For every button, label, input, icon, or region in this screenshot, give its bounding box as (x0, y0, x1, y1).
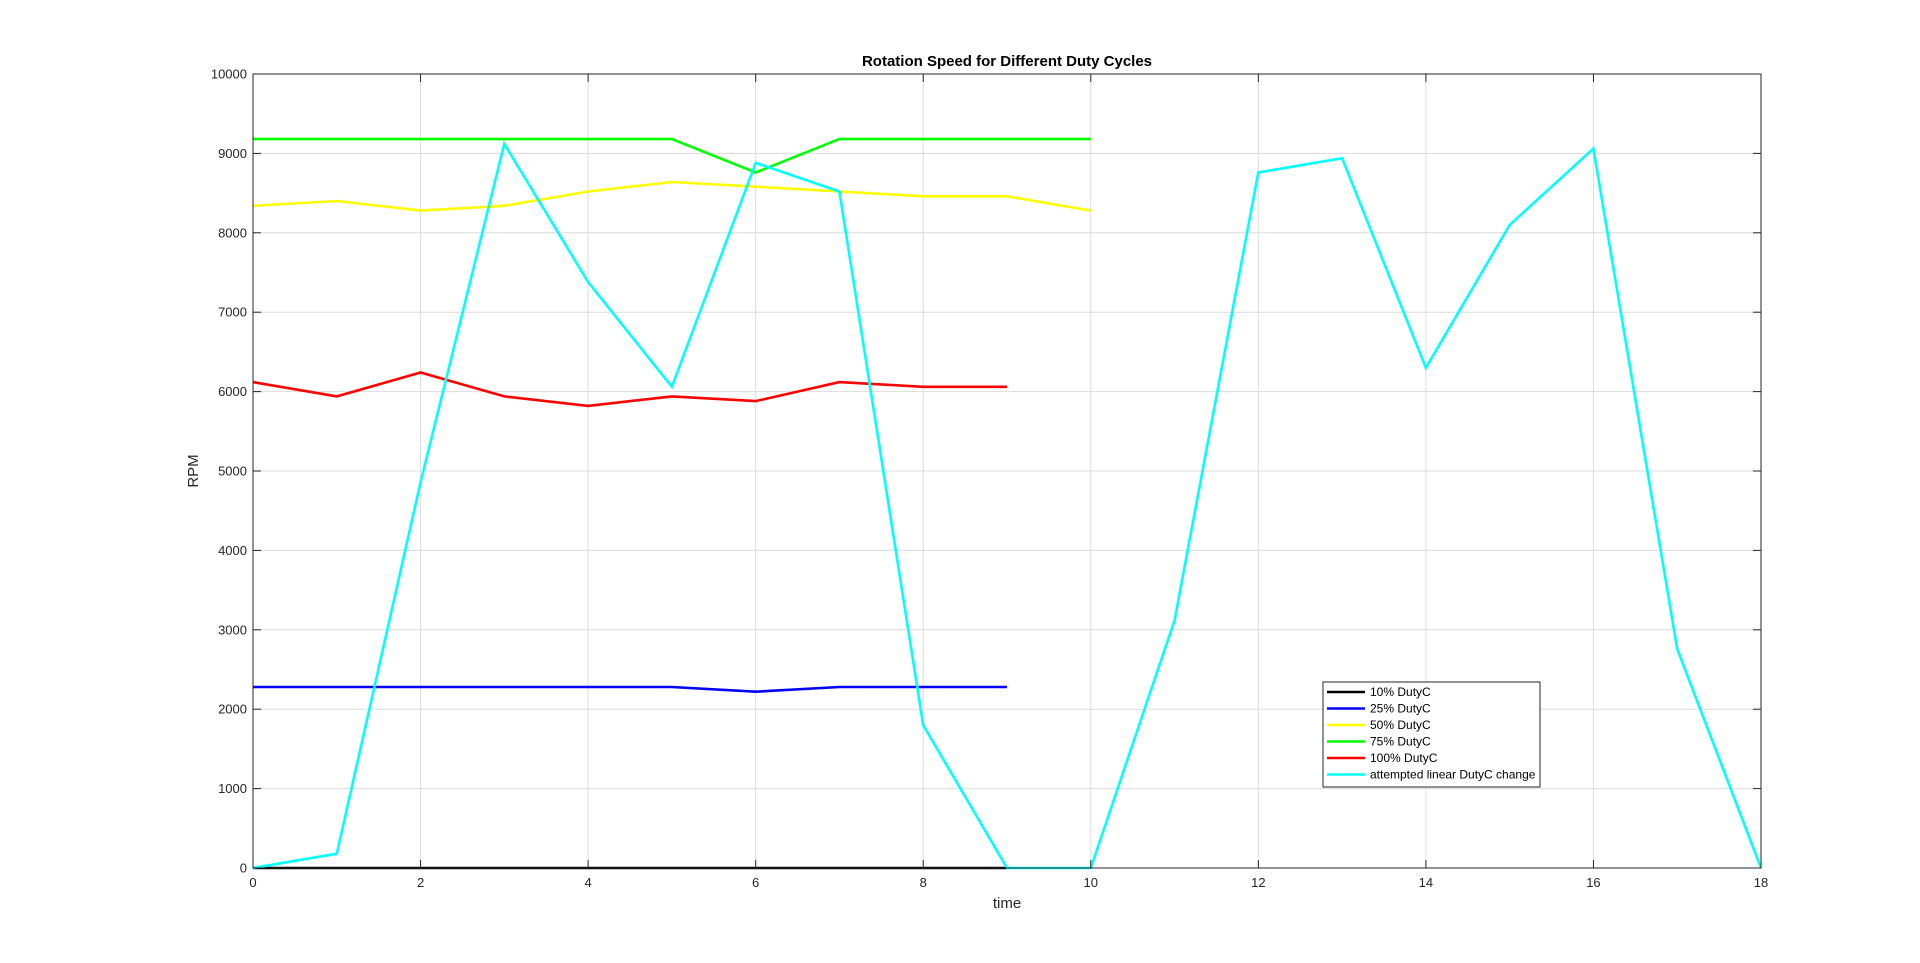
y-axis-label: RPM (185, 454, 202, 487)
x-tick-label: 8 (920, 875, 927, 890)
chart-title: Rotation Speed for Different Duty Cycles (862, 53, 1152, 70)
series-line-1 (253, 685, 1007, 694)
y-tick-label: 5000 (218, 464, 247, 479)
x-tick-label: 6 (752, 875, 759, 890)
y-tick-label: 10000 (211, 67, 247, 82)
legend-entry-1: 25% DutyC (1370, 702, 1431, 716)
x-axis-label: time (993, 895, 1021, 912)
y-tick-label: 1000 (218, 781, 247, 796)
series-line-4 (252, 371, 1007, 408)
x-tick-label: 14 (1419, 875, 1433, 890)
x-tick-label: 12 (1251, 875, 1265, 890)
series-line-2 (252, 180, 1092, 212)
legend-box (1322, 681, 1541, 788)
y-tick-label: 9000 (218, 146, 247, 161)
y-tick-label: 3000 (218, 622, 247, 637)
y-tick-label: 6000 (218, 384, 247, 399)
legend-entry-3: 75% DutyC (1370, 735, 1431, 749)
x-tick-label: 10 (1084, 875, 1098, 890)
x-tick-label: 18 (1754, 875, 1768, 890)
series-line-3 (253, 137, 1091, 174)
legend-entry-0: 10% DutyC (1370, 685, 1431, 699)
legend-entry-2: 50% DutyC (1370, 718, 1431, 732)
legend: 10% DutyC 25% DutyC 50% DutyC 75% DutyC 100%… (1322, 681, 1541, 788)
x-tick-label: 0 (249, 875, 256, 890)
x-tick-label: 4 (584, 875, 591, 890)
y-tick-label: 2000 (218, 702, 247, 717)
y-tick-label: 7000 (218, 305, 247, 320)
legend-entry-5: attempted linear DutyC change (1370, 768, 1536, 782)
x-tick-label: 16 (1586, 875, 1600, 890)
y-tick-label: 8000 (218, 225, 247, 240)
legend-entry-4: 100% DutyC (1370, 751, 1438, 765)
y-tick-label: 0 (240, 861, 247, 876)
axis-ticks: 0 2 4 6 8 10 12 14 16 18 0 1000 2000 3000 4000 5000 6000… (211, 67, 1768, 891)
y-tick-label: 4000 (218, 543, 247, 558)
x-tick-label: 2 (417, 875, 424, 890)
